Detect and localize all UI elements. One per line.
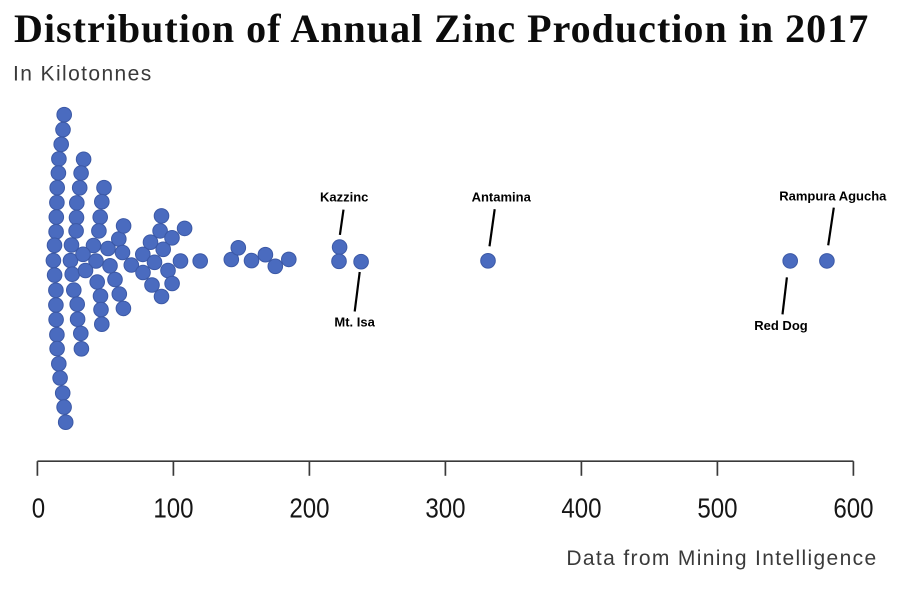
- svg-text:Mt. Isa: Mt. Isa: [334, 314, 375, 329]
- svg-text:100: 100: [153, 492, 193, 524]
- svg-text:Kazzinc: Kazzinc: [320, 190, 368, 205]
- svg-text:Antamina: Antamina: [472, 190, 532, 205]
- svg-text:200: 200: [289, 492, 329, 524]
- svg-text:Data from Mining Intelligence: Data from Mining Intelligence: [566, 547, 877, 570]
- svg-text:Distribution of Annual Zinc Pr: Distribution of Annual Zinc Production i…: [14, 6, 869, 51]
- svg-text:0: 0: [32, 492, 45, 524]
- svg-text:400: 400: [561, 492, 601, 524]
- svg-text:300: 300: [425, 492, 465, 524]
- svg-text:500: 500: [697, 492, 737, 524]
- svg-text:600: 600: [833, 492, 873, 524]
- svg-text:Red Dog: Red Dog: [754, 318, 808, 333]
- svg-text:Rampura Agucha: Rampura Agucha: [779, 188, 887, 203]
- svg-text:In Kilotonnes: In Kilotonnes: [13, 63, 153, 86]
